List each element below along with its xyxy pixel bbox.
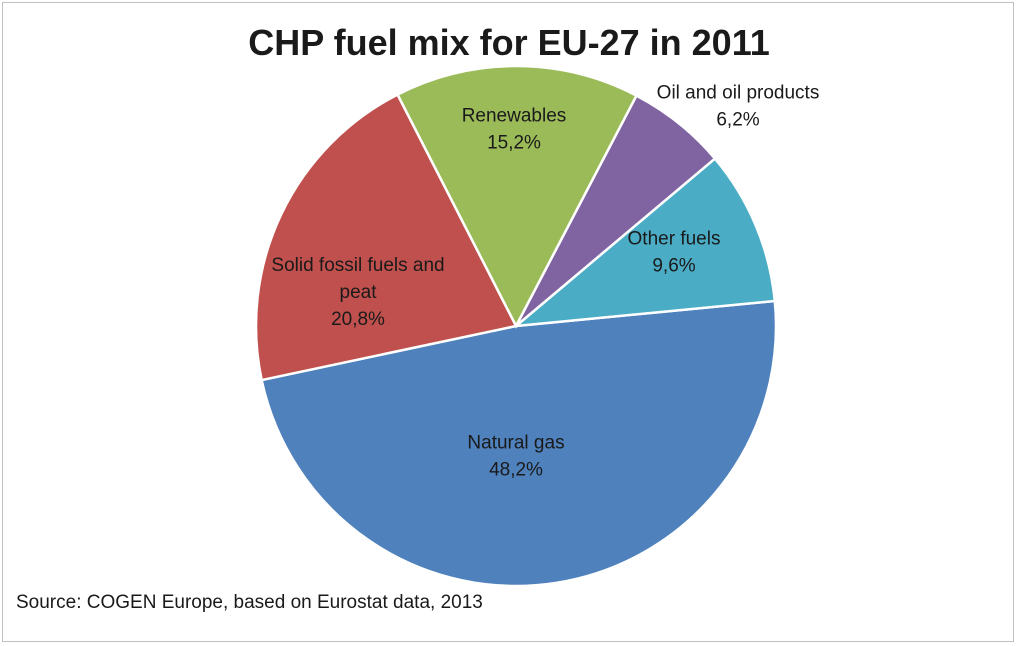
slice-value-label: 9,6% [652, 256, 695, 277]
slice-label-renewables: Renewables 15,2% [462, 106, 567, 154]
pie-slice-natural-gas [260, 299, 778, 588]
slice-label-solid-fossil-fuels-and-peat: Solid fossil fuels and peat 20,8% [271, 255, 444, 330]
pie-slice-renewables [395, 64, 639, 329]
slice-label-natural-gas: Natural gas 48,2% [467, 433, 564, 481]
slice-name-label: Other fuels [628, 229, 721, 250]
slice-value-label: 48,2% [489, 460, 543, 481]
slice-name-label: Solid fossil fuels and [271, 255, 444, 276]
source-note: Source: COGEN Europe, based on Eurostat … [16, 592, 483, 613]
slice-value-label: 6,2% [716, 110, 759, 131]
slice-label-other-fuels: Other fuels 9,6% [628, 229, 721, 277]
pie-slice-solid-fossil-fuels-and-peat [254, 92, 518, 382]
slice-label-oil-and-oil-products: Oil and oil products 6,2% [657, 83, 820, 131]
slice-name-label: Oil and oil products [657, 83, 820, 104]
chart-title: CHP fuel mix for EU-27 in 2011 [248, 22, 770, 63]
slice-name-label: peat [340, 282, 378, 303]
slice-name-label: Natural gas [467, 433, 564, 454]
slice-value-label: 15,2% [487, 133, 541, 154]
slice-value-label: 20,8% [331, 309, 385, 330]
slice-name-label: Renewables [462, 106, 567, 127]
pie-slice-other-fuels [512, 156, 777, 328]
